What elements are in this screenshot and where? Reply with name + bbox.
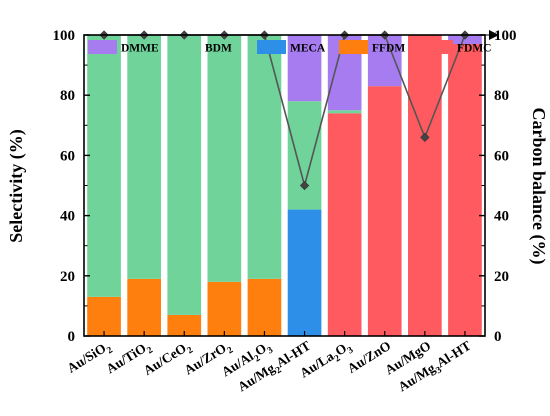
bar-bdm-0 xyxy=(87,35,121,297)
legend-label-ffdm: FFDM xyxy=(372,43,405,55)
bar-ffdm-2 xyxy=(167,314,202,336)
carbon-balance-arrow-icon xyxy=(489,30,499,40)
bar-bdm-4 xyxy=(247,35,282,279)
bar-fdmc-8 xyxy=(408,35,442,336)
y2-tick-label-0: 0 xyxy=(494,329,502,345)
y2-axis-label: Carbon balance (%) xyxy=(528,108,549,265)
bar-fdmc-7 xyxy=(367,86,402,336)
bar-bdm-1 xyxy=(127,35,161,279)
x-tick-label-text-9: Au/Mg3Al-HT xyxy=(395,338,475,398)
bar-bdm-2 xyxy=(167,35,202,315)
legend-swatch-dmme xyxy=(88,40,117,54)
bar-ffdm-1 xyxy=(127,278,161,336)
y-tick-label-2: 40 xyxy=(60,209,75,225)
y-tick-label-0: 0 xyxy=(68,329,76,345)
bar-dmme-7 xyxy=(367,35,402,87)
legend-swatch-fdmc xyxy=(424,40,453,54)
bar-fdmc-6 xyxy=(327,113,362,336)
legend-label-bdm: BDM xyxy=(205,43,232,55)
bar-ffdm-4 xyxy=(247,278,282,336)
bar-bdm-3 xyxy=(207,35,242,282)
y2-tick-label-2: 40 xyxy=(494,209,509,225)
legend: DMME BDM MECA FFDM FDMC xyxy=(88,40,492,55)
y-tick-label-4: 80 xyxy=(60,88,75,104)
legend-swatch-ffdm xyxy=(339,40,368,54)
carbon-balance-marker-8 xyxy=(420,132,430,142)
bar-ffdm-0 xyxy=(87,296,121,336)
bar-bdm-6 xyxy=(327,110,362,114)
legend-label-meca: MECA xyxy=(290,43,326,55)
y2-tick-label-1: 20 xyxy=(494,269,509,285)
y2-tick-label-5: 100 xyxy=(494,28,517,44)
y-tick-label-5: 100 xyxy=(53,28,76,44)
x-tick-label-9: Au/Mg3Al-HT xyxy=(395,338,475,398)
y2-tick-label-3: 60 xyxy=(494,148,509,164)
bar-fdmc-9 xyxy=(448,44,482,336)
legend-swatch-meca xyxy=(257,40,286,54)
bar-bdm-5 xyxy=(287,101,322,210)
y-tick-label-3: 60 xyxy=(60,148,75,164)
bars-layer xyxy=(87,35,482,336)
y-tick-label-1: 20 xyxy=(60,269,75,285)
bar-ffdm-3 xyxy=(207,281,242,336)
legend-label-fdmc: FDMC xyxy=(457,43,492,55)
carbon-balance-marker-5 xyxy=(299,180,310,191)
legend-swatch-bdm xyxy=(172,40,201,54)
y-axis-label: Selectivity (%) xyxy=(6,129,27,242)
legend-label-dmme: DMME xyxy=(121,43,159,55)
y2-tick-label-4: 80 xyxy=(494,88,509,104)
bar-meca-5 xyxy=(287,209,322,336)
bar-dmme-5 xyxy=(287,35,322,102)
